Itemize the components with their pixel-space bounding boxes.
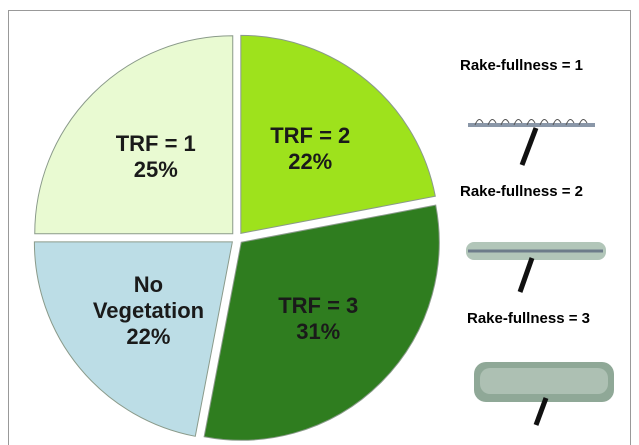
slice-label: No Vegetation 22%	[86, 272, 210, 350]
annotation: Rake-fullness = 3	[467, 310, 590, 327]
value-label: 25%	[133, 156, 178, 182]
value-label: 22%	[126, 324, 171, 350]
slice-label: TRF = 3 31%	[256, 293, 380, 345]
pie-slice	[34, 35, 234, 235]
rake-3	[474, 362, 614, 426]
annotation: Rake-fullness = 1	[460, 57, 583, 74]
category-label: TRF = 1	[115, 130, 196, 156]
value-label: 22%	[288, 149, 333, 175]
category-label: TRF = 2	[270, 123, 351, 149]
category-label: TRF = 3	[278, 293, 359, 319]
value-label: 31%	[296, 319, 341, 345]
slice-label: TRF = 1 25%	[94, 131, 218, 183]
annotation: Rake-fullness = 2	[460, 183, 583, 200]
pie-slice	[203, 204, 440, 441]
pie-slice	[33, 241, 233, 437]
category-label: No Vegetation	[92, 272, 205, 324]
pie-slice	[240, 34, 436, 234]
rake-2	[466, 242, 606, 293]
slice-label: TRF = 2 22%	[248, 123, 372, 175]
rake-1	[468, 119, 595, 166]
